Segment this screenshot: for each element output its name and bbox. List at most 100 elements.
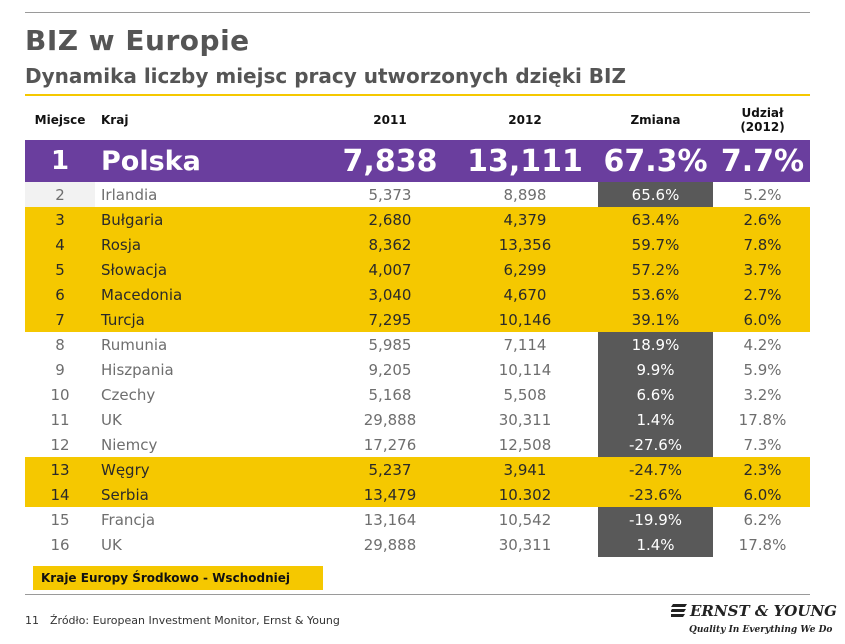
featured-change: 67.3% xyxy=(603,143,708,179)
cell-share: 7.3% xyxy=(743,435,782,454)
cell-change: 57.2% xyxy=(631,260,680,279)
cell-rank: 5 xyxy=(55,260,65,279)
header-share-label: Udział (2012) xyxy=(740,106,784,134)
cell-2011: 3,040 xyxy=(368,285,412,304)
table-row: 11 UK 29,888 30,311 1.4% 17.8% xyxy=(25,407,810,432)
cell-2012: 30,311 xyxy=(498,410,552,429)
cell-rank: 3 xyxy=(55,210,65,229)
cell-country: Macedonia xyxy=(101,285,183,304)
page-subtitle: Dynamika liczby miejsc pracy utworzonych… xyxy=(25,64,626,88)
featured-share: 7.7% xyxy=(720,143,805,179)
cell-change: -24.7% xyxy=(628,460,683,479)
table-row: 15 Francja 13,164 10,542 -19.9% 6.2% xyxy=(25,507,810,532)
cell-rank: 2 xyxy=(25,182,95,207)
cell-2011: 5,168 xyxy=(368,385,412,404)
cell-share: 17.8% xyxy=(738,535,787,554)
header-rank: Miejsce xyxy=(34,113,86,127)
cell-2012: 30,311 xyxy=(498,535,552,554)
cell-2012: 3,941 xyxy=(503,460,547,479)
cell-change: 18.9% xyxy=(598,332,713,357)
header-share-line2: (2012) xyxy=(740,120,785,134)
header-share-line1: Udział xyxy=(741,106,784,120)
cell-rank: 16 xyxy=(50,535,70,554)
cell-rank: 10 xyxy=(50,385,70,404)
cell-change: 39.1% xyxy=(631,310,680,329)
cell-change: -27.6% xyxy=(598,432,713,457)
cell-rank: 6 xyxy=(55,285,65,304)
subtitle-underline xyxy=(25,94,810,96)
cell-share: 3.2% xyxy=(743,385,782,404)
top-divider xyxy=(25,12,810,13)
cell-change: -19.9% xyxy=(598,507,713,532)
cell-2011: 5,237 xyxy=(368,460,412,479)
cell-share: 4.2% xyxy=(743,335,782,354)
cell-share: 3.7% xyxy=(743,260,782,279)
cell-2011: 7,295 xyxy=(368,310,412,329)
cell-share: 2.6% xyxy=(743,210,782,229)
header-country: Kraj xyxy=(101,113,129,127)
cell-2011: 29,888 xyxy=(363,410,417,429)
cell-change: 1.4% xyxy=(598,407,713,432)
cell-rank: 11 xyxy=(50,410,70,429)
cell-country: Czechy xyxy=(101,385,156,404)
cell-2012: 10,146 xyxy=(498,310,552,329)
featured-2012: 13,111 xyxy=(467,143,583,179)
cell-share: 6.2% xyxy=(743,510,782,529)
cell-2011: 5,985 xyxy=(368,335,412,354)
table-row: 12 Niemcy 17,276 12,508 -27.6% 7.3% xyxy=(25,432,810,457)
page-number: 11 xyxy=(25,614,39,627)
source-note: Źródło: European Investment Monitor, Ern… xyxy=(50,614,340,627)
cell-change: 1.4% xyxy=(598,532,713,557)
featured-2011: 7,838 xyxy=(342,143,438,179)
cell-rank: 9 xyxy=(55,360,65,379)
table-row: 7 Turcja 7,295 10,146 39.1% 6.0% xyxy=(25,307,810,332)
cell-2011: 13,479 xyxy=(363,485,417,504)
featured-row-polska: 1 Polska 7,838 13,111 67.3% 7.7% xyxy=(25,140,810,182)
cell-country: Rosja xyxy=(101,235,142,254)
ey-logo-text: ERNST & YOUNG xyxy=(690,602,837,620)
cell-2011: 13,164 xyxy=(363,510,417,529)
cell-share: 5.9% xyxy=(743,360,782,379)
cell-2011: 8,362 xyxy=(368,235,412,254)
cell-change: 63.4% xyxy=(631,210,680,229)
header-2012: 2012 xyxy=(508,113,542,127)
table-row: 10 Czechy 5,168 5,508 6.6% 3.2% xyxy=(25,382,810,407)
cell-country: Niemcy xyxy=(101,435,158,454)
featured-rank: 1 xyxy=(50,146,70,176)
page-title: BIZ w Europie xyxy=(25,24,250,57)
cell-share: 6.0% xyxy=(743,485,782,504)
cell-share: 7.8% xyxy=(743,235,782,254)
table-row: 4 Rosja 8,362 13,356 59.7% 7.8% xyxy=(25,232,810,257)
legend-label: Kraje Europy Środkowo - Wschodniej xyxy=(41,571,290,585)
cell-country: Rumunia xyxy=(101,335,168,354)
cell-2012: 12,508 xyxy=(498,435,552,454)
table-header: Miejsce Kraj 2011 2012 Zmiana Udział (20… xyxy=(25,100,810,140)
cell-2012: 10,114 xyxy=(498,360,552,379)
cell-2011: 2,680 xyxy=(368,210,412,229)
cell-country: UK xyxy=(101,535,122,554)
bottom-divider xyxy=(25,594,810,595)
cell-rank: 12 xyxy=(50,435,70,454)
table-row: 5 Słowacja 4,007 6,299 57.2% 3.7% xyxy=(25,257,810,282)
cell-share: 5.2% xyxy=(743,185,782,204)
cell-country: Turcja xyxy=(101,310,145,329)
cell-country: Francja xyxy=(101,510,156,529)
table-row: 14 Serbia 13,479 10.302 -23.6% 6.0% xyxy=(25,482,810,507)
cell-2012: 10,542 xyxy=(498,510,552,529)
cell-country: Bułgaria xyxy=(101,210,164,229)
cell-share: 6.0% xyxy=(743,310,782,329)
featured-country: Polska xyxy=(101,145,201,177)
cell-2012: 6,299 xyxy=(503,260,547,279)
cell-change: 9.9% xyxy=(598,357,713,382)
cell-2011: 29,888 xyxy=(363,535,417,554)
cell-2011: 17,276 xyxy=(363,435,417,454)
cell-2012: 4,670 xyxy=(503,285,547,304)
table-row: 9 Hiszpania 9,205 10,114 9.9% 5.9% xyxy=(25,357,810,382)
cell-rank: 8 xyxy=(55,335,65,354)
cell-country: Serbia xyxy=(101,485,149,504)
table-body: 2 Irlandia 5,373 8,898 65.6% 5.2% 3 Bułgaria 2,6… xyxy=(25,182,810,557)
table-row: 13 Węgry 5,237 3,941 -24.7% 2.3% xyxy=(25,457,810,482)
cell-change: 53.6% xyxy=(631,285,680,304)
cell-2012: 7,114 xyxy=(503,335,547,354)
cell-2012: 10.302 xyxy=(498,485,552,504)
